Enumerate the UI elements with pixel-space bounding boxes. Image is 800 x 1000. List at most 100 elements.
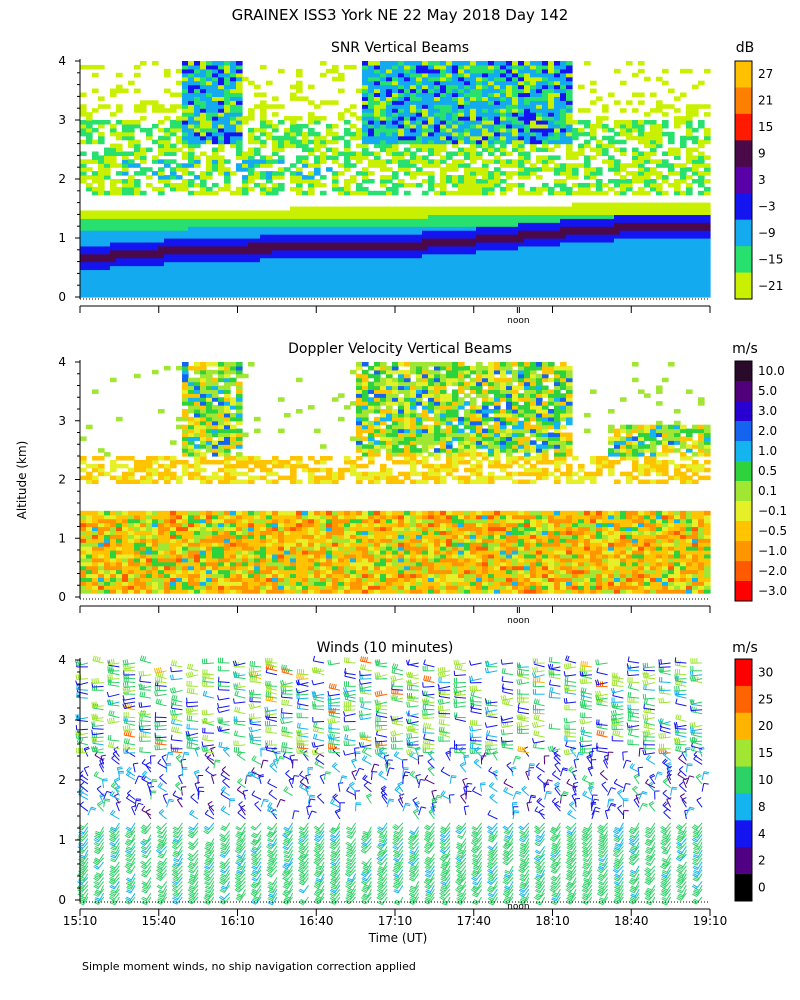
heatmap-cell	[134, 249, 141, 255]
heatmap-cell	[80, 581, 87, 586]
heatmap-cell	[488, 281, 495, 286]
heatmap-cell	[566, 135, 573, 141]
heatmap-cell	[530, 281, 537, 286]
heatmap-cell	[290, 218, 297, 223]
heatmap-cell	[500, 214, 507, 219]
heatmap-cell	[638, 234, 645, 239]
heatmap-cell	[506, 289, 513, 294]
heatmap-cell	[410, 175, 417, 180]
heatmap-cell	[146, 253, 153, 259]
heatmap-cell	[296, 253, 303, 259]
heatmap-cell	[302, 245, 309, 251]
heatmap-cell	[596, 226, 603, 231]
heatmap-cell	[578, 245, 585, 251]
heatmap-cell	[494, 159, 501, 164]
heatmap-cell	[416, 222, 423, 227]
heatmap-cell	[458, 182, 465, 188]
heatmap-cell	[410, 139, 417, 145]
heatmap-cell	[380, 88, 387, 94]
heatmap-cell	[680, 249, 687, 255]
heatmap-cell	[416, 135, 423, 141]
heatmap-cell	[152, 234, 159, 239]
heatmap-cell	[632, 120, 639, 125]
heatmap-cell	[524, 238, 531, 243]
heatmap-cell	[548, 190, 555, 196]
heatmap-cell	[296, 88, 303, 94]
heatmap-cell	[104, 577, 111, 582]
heatmap-cell	[506, 139, 513, 145]
heatmap-cell	[446, 241, 453, 247]
heatmap-cell	[134, 253, 141, 259]
heatmap-cell	[572, 234, 579, 239]
heatmap-cell	[704, 293, 711, 298]
heatmap-cell	[320, 293, 327, 298]
heatmap-cell	[182, 226, 189, 231]
heatmap-cell	[566, 64, 573, 70]
heatmap-cell	[398, 112, 405, 117]
heatmap-cell	[284, 285, 291, 290]
heatmap-cell	[506, 163, 513, 168]
heatmap-cell	[122, 131, 129, 137]
heatmap-cell	[146, 147, 153, 153]
heatmap-cell	[506, 253, 513, 259]
heatmap-cell	[452, 210, 459, 215]
heatmap-cell	[512, 143, 519, 149]
heatmap-cell	[284, 135, 291, 141]
heatmap-cell	[338, 186, 345, 192]
heatmap-cell	[482, 257, 489, 263]
heatmap-cell	[548, 88, 555, 94]
heatmap-cell	[104, 518, 111, 524]
heatmap-cell	[422, 80, 429, 86]
heatmap-cell	[692, 206, 699, 212]
heatmap-cell	[656, 171, 663, 176]
heatmap-cell	[428, 238, 435, 243]
heatmap-cell	[614, 261, 621, 267]
heatmap-cell	[524, 159, 531, 164]
heatmap-cell	[404, 210, 411, 215]
heatmap-cell	[104, 120, 111, 125]
heatmap-cell	[476, 96, 483, 101]
heatmap-cell	[368, 253, 375, 259]
heatmap-cell	[314, 167, 321, 172]
heatmap-cell	[164, 210, 171, 215]
heatmap-cell	[242, 257, 249, 263]
heatmap-cell	[206, 218, 213, 223]
heatmap-cell	[434, 127, 441, 133]
heatmap-cell	[110, 261, 117, 267]
heatmap-cell	[512, 76, 519, 82]
heatmap-cell	[98, 289, 105, 294]
heatmap-cell	[542, 234, 549, 239]
heatmap-cell	[470, 112, 477, 117]
heatmap-cell	[668, 202, 675, 208]
heatmap-cell	[332, 64, 339, 70]
heatmap-cell	[578, 273, 585, 278]
heatmap-cell	[296, 222, 303, 227]
heatmap-cell	[176, 234, 183, 239]
heatmap-cell	[662, 245, 669, 251]
heatmap-cell	[500, 80, 507, 86]
heatmap-cell	[326, 269, 333, 274]
heatmap-cell	[230, 214, 237, 219]
heatmap-cell	[482, 281, 489, 286]
heatmap-cell	[470, 265, 477, 271]
heatmap-cell	[608, 163, 615, 168]
heatmap-cell	[158, 218, 165, 223]
heatmap-cell	[302, 139, 309, 145]
heatmap-cell	[242, 261, 249, 267]
heatmap-cell	[692, 253, 699, 259]
heatmap-cell	[530, 285, 537, 290]
heatmap-cell	[608, 257, 615, 263]
heatmap-cell	[104, 553, 111, 559]
heatmap-cell	[392, 88, 399, 94]
heatmap-cell	[350, 281, 357, 286]
heatmap-cell	[410, 241, 417, 247]
heatmap-cell	[92, 479, 99, 485]
heatmap-cell	[686, 285, 693, 290]
heatmap-cell	[380, 190, 387, 196]
heatmap-cell	[554, 72, 561, 78]
heatmap-cell	[614, 202, 621, 208]
heatmap-cell	[536, 88, 543, 94]
heatmap-cell	[632, 123, 639, 129]
heatmap-cell	[362, 179, 369, 184]
heatmap-cell	[644, 155, 651, 160]
